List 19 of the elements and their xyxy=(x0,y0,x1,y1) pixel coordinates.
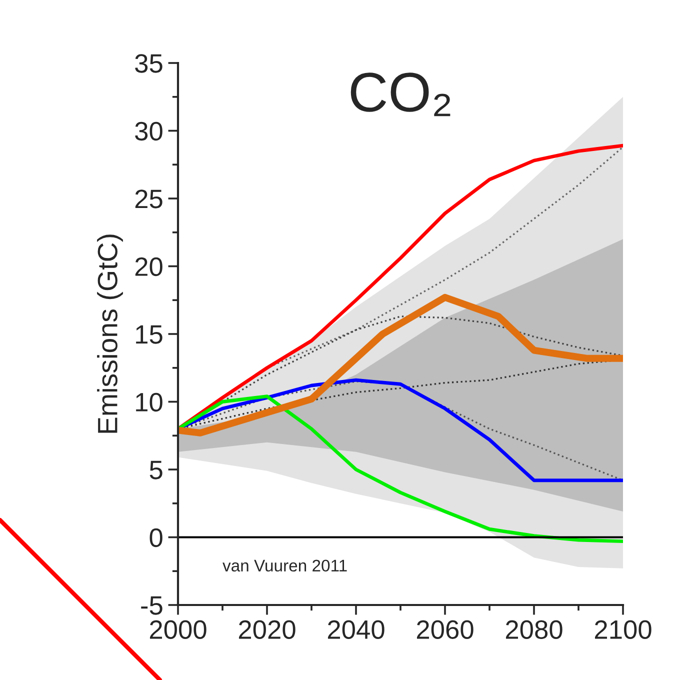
x-tick-label: 2060 xyxy=(416,620,474,639)
x-tick-label: 2020 xyxy=(238,620,296,639)
y-tick-label: 25 xyxy=(135,190,162,208)
y-tick-label: 10 xyxy=(136,392,162,412)
x-tick-label: 2080 xyxy=(506,620,562,639)
x-tick-label: 2040 xyxy=(328,620,384,639)
y-tick-label: 35 xyxy=(135,54,162,73)
annotation: van Vuuren 2011 xyxy=(222,560,347,572)
chart-title: CO₂ xyxy=(350,72,450,116)
y-tick-label: 30 xyxy=(135,122,162,141)
y-tick-label: 20 xyxy=(135,257,162,276)
y-tick-label: -5 xyxy=(141,596,162,615)
y-tick-label: 5 xyxy=(150,460,162,480)
y-axis-title: Emissions (GtC) xyxy=(97,234,123,433)
x-tick-label: 2000 xyxy=(150,620,206,639)
y-tick-label: 0 xyxy=(150,528,162,548)
line-series xyxy=(178,394,623,544)
y-tick-label: 15 xyxy=(136,325,162,344)
x-tick-label: 2100 xyxy=(594,620,652,639)
